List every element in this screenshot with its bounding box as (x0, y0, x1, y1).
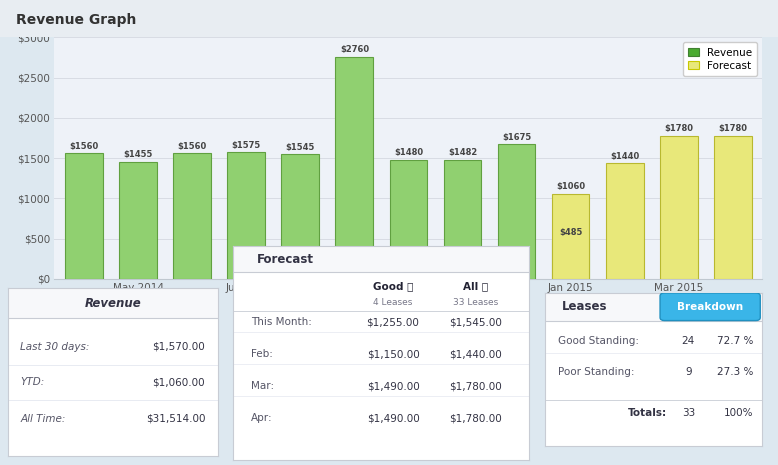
Text: $1,440.00: $1,440.00 (450, 349, 503, 359)
Text: $1780: $1780 (718, 124, 747, 133)
Bar (606, 163, 643, 279)
Text: $485: $485 (559, 228, 582, 238)
Text: $1,255.00: $1,255.00 (366, 317, 419, 327)
Bar (65, 153, 103, 279)
Text: Good ⓘ: Good ⓘ (373, 281, 413, 291)
Text: This Month:: This Month: (251, 317, 312, 327)
Text: All ⓘ: All ⓘ (463, 281, 489, 291)
Text: 27.3 %: 27.3 % (717, 366, 754, 377)
Text: Apr:: Apr: (251, 413, 273, 423)
Legend: Revenue, Forecast: Revenue, Forecast (683, 42, 757, 76)
Text: $31,514.00: $31,514.00 (145, 414, 205, 424)
Text: $1,490.00: $1,490.00 (366, 381, 419, 391)
Bar (173, 153, 211, 279)
Bar (660, 135, 698, 279)
Text: $1780: $1780 (664, 124, 693, 133)
Text: Mar:: Mar: (251, 381, 275, 391)
Text: All Time:: All Time: (20, 414, 66, 424)
FancyBboxPatch shape (545, 293, 762, 320)
Text: $1560: $1560 (69, 142, 99, 151)
Text: 33 Leases: 33 Leases (454, 298, 499, 307)
Text: $1560: $1560 (177, 142, 207, 151)
Text: $1482: $1482 (448, 148, 477, 157)
Text: $1545: $1545 (286, 143, 315, 152)
Bar (390, 159, 427, 279)
Text: $1480: $1480 (394, 148, 423, 157)
Text: Breakdown: Breakdown (677, 302, 743, 312)
FancyBboxPatch shape (233, 246, 529, 272)
FancyBboxPatch shape (660, 293, 760, 320)
Text: 4 Leases: 4 Leases (373, 298, 413, 307)
Bar (443, 159, 482, 279)
Text: Revenue Graph: Revenue Graph (16, 13, 136, 27)
Text: $1,150.00: $1,150.00 (366, 349, 419, 359)
Text: $1,060.00: $1,060.00 (152, 377, 205, 387)
Bar (552, 193, 590, 279)
Text: Last 30 days:: Last 30 days: (20, 342, 89, 352)
Text: $1675: $1675 (502, 133, 531, 141)
Text: 72.7 %: 72.7 % (717, 336, 754, 346)
Bar (227, 152, 265, 279)
Text: $1575: $1575 (232, 140, 261, 150)
Text: Feb:: Feb: (251, 349, 273, 359)
Text: $1,570.00: $1,570.00 (152, 342, 205, 352)
Text: Revenue: Revenue (85, 297, 141, 310)
Bar (552, 240, 590, 279)
Text: $1440: $1440 (610, 152, 640, 160)
Text: 24: 24 (682, 336, 695, 346)
Text: Totals:: Totals: (628, 408, 667, 418)
Text: Forecast: Forecast (257, 253, 314, 266)
Bar (119, 162, 157, 279)
Bar (282, 154, 319, 279)
Bar (335, 57, 373, 279)
Text: Leases: Leases (562, 300, 608, 313)
FancyBboxPatch shape (8, 288, 218, 319)
Text: 100%: 100% (724, 408, 754, 418)
Text: YTD:: YTD: (20, 377, 44, 387)
Text: $2760: $2760 (340, 45, 369, 54)
Text: $1060: $1060 (556, 182, 585, 191)
Bar (713, 135, 752, 279)
Text: $1455: $1455 (124, 150, 153, 159)
Text: Poor Standing:: Poor Standing: (558, 366, 634, 377)
Text: 33: 33 (682, 408, 695, 418)
Text: $1,780.00: $1,780.00 (450, 413, 503, 423)
Text: $1,780.00: $1,780.00 (450, 381, 503, 391)
Text: $1,490.00: $1,490.00 (366, 413, 419, 423)
Text: 9: 9 (685, 366, 692, 377)
Text: Good Standing:: Good Standing: (558, 336, 639, 346)
Text: $1,545.00: $1,545.00 (450, 317, 503, 327)
Bar (498, 144, 535, 279)
